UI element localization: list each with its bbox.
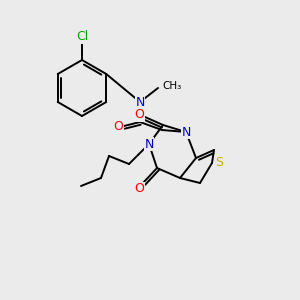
Text: O: O xyxy=(134,182,144,196)
Text: N: N xyxy=(144,137,154,151)
Text: S: S xyxy=(215,157,223,169)
Text: N: N xyxy=(181,125,191,139)
Text: CH₃: CH₃ xyxy=(162,81,181,91)
Text: N: N xyxy=(135,95,145,109)
Text: O: O xyxy=(134,109,144,122)
Text: Cl: Cl xyxy=(76,31,88,44)
Text: O: O xyxy=(113,119,123,133)
